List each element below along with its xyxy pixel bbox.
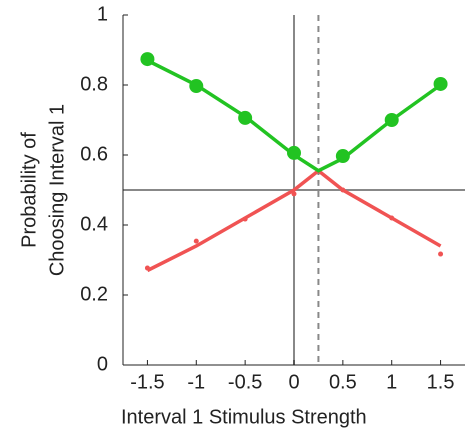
data-point <box>287 145 301 160</box>
x-tick-label: -1.5 <box>130 371 164 393</box>
y-tick-label: 0.2 <box>80 283 108 305</box>
y-axis-label: Probability of <box>18 132 40 248</box>
x-tick-label: -1 <box>187 371 205 393</box>
data-point <box>433 76 448 91</box>
data-point <box>438 251 444 257</box>
fit-line <box>146 58 442 173</box>
fit-line <box>146 168 442 273</box>
x-tick-label: 1 <box>386 371 397 393</box>
data-point <box>189 79 204 94</box>
y-tick-label: 0.8 <box>80 73 108 95</box>
y-tick-label: 0.6 <box>80 143 108 165</box>
data-point <box>335 149 350 164</box>
y-axis-label: Choosing Interval 1 <box>46 104 68 276</box>
x-tick-label: 0 <box>288 371 299 393</box>
data-point <box>193 238 199 244</box>
data-point <box>384 113 399 127</box>
data-point <box>291 191 297 197</box>
y-tick-label: 0.4 <box>80 213 108 235</box>
x-tick-label: 0.5 <box>329 371 357 393</box>
x-tick-label: 1.5 <box>427 371 455 393</box>
data-point <box>140 52 155 67</box>
data-point <box>238 110 253 125</box>
y-tick-label: 1 <box>97 3 108 25</box>
y-tick-label: 0 <box>97 353 108 375</box>
data-point <box>242 216 248 222</box>
x-axis-label: Interval 1 Stimulus Strength <box>121 406 367 428</box>
data-point <box>340 187 346 193</box>
x-tick-label: -0.5 <box>228 371 262 393</box>
data-point <box>144 265 150 271</box>
data-point <box>389 215 395 221</box>
